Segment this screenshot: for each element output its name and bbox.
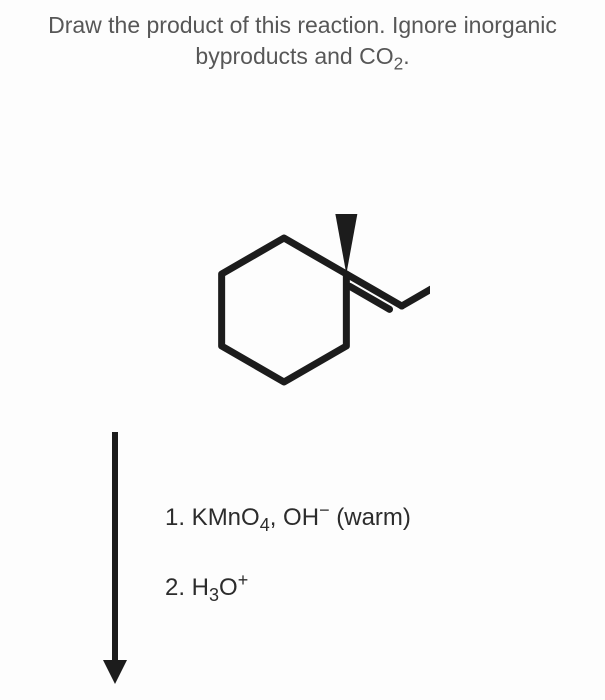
reagent-line-1: 1. KMnO4, OH− (warm) <box>165 500 411 536</box>
question-line2-prefix: byproducts and CO <box>195 43 393 69</box>
reagent1-sub: 4 <box>260 515 270 535</box>
reagent2-sup: + <box>238 570 249 590</box>
reagent1-suffix: (warm) <box>330 504 411 531</box>
reagent-line-2: 2. H3O+ <box>165 570 248 606</box>
reagent2-prefix: 2. H <box>165 574 209 601</box>
question-line2: byproducts and CO2. <box>0 41 605 76</box>
reagent2-mid: O <box>219 574 238 601</box>
question-line2-suffix: . <box>403 43 409 69</box>
reagent2-sub: 3 <box>209 585 219 605</box>
starting-material-structure <box>170 160 430 390</box>
molecule-svg <box>170 160 430 390</box>
question-line1: Draw the product of this reaction. Ignor… <box>0 10 605 41</box>
reagent1-prefix: 1. KMnO <box>165 504 260 531</box>
arrow-svg <box>95 432 135 686</box>
reagent1-sup: − <box>319 500 330 520</box>
question-line2-sub: 2 <box>394 54 404 74</box>
question-text: Draw the product of this reaction. Ignor… <box>0 10 605 76</box>
reagent1-mid: , OH <box>270 504 319 531</box>
reaction-arrow <box>95 432 135 691</box>
